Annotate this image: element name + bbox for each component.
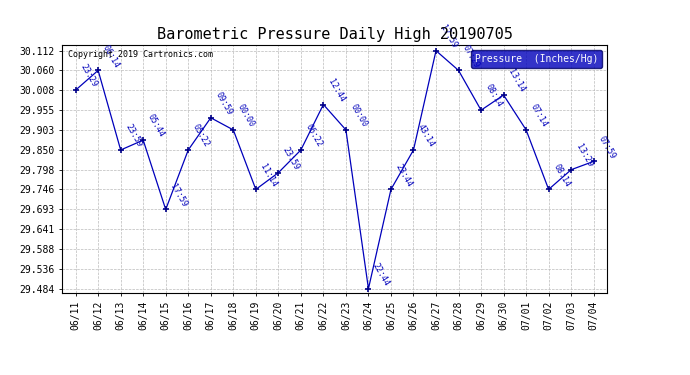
Text: 09:59: 09:59 — [213, 90, 234, 117]
Text: 43:14: 43:14 — [416, 123, 437, 149]
Text: 06:22: 06:22 — [304, 123, 324, 149]
Text: 13:14: 13:14 — [506, 68, 526, 94]
Text: 22:44: 22:44 — [371, 261, 391, 288]
Text: 17:59: 17:59 — [439, 23, 459, 50]
Text: 11:14: 11:14 — [259, 162, 279, 188]
Legend: Pressure  (Inches/Hg): Pressure (Inches/Hg) — [471, 50, 602, 68]
Text: 17:59: 17:59 — [168, 182, 188, 209]
Text: 07:29: 07:29 — [461, 43, 482, 69]
Text: 08:14: 08:14 — [551, 162, 571, 188]
Text: 05:22: 05:22 — [191, 123, 211, 149]
Text: 12:44: 12:44 — [326, 77, 346, 104]
Text: 08:14: 08:14 — [484, 83, 504, 109]
Text: 00:00: 00:00 — [348, 103, 369, 129]
Text: 23:59: 23:59 — [124, 123, 144, 149]
Text: 06:14: 06:14 — [101, 43, 121, 69]
Text: 07:59: 07:59 — [596, 134, 617, 160]
Text: 13:29: 13:29 — [574, 142, 594, 168]
Text: 00:00: 00:00 — [236, 103, 256, 129]
Text: 23:29: 23:29 — [79, 63, 99, 89]
Title: Barometric Pressure Daily High 20190705: Barometric Pressure Daily High 20190705 — [157, 27, 513, 42]
Text: 05:44: 05:44 — [146, 113, 166, 139]
Text: 23:59: 23:59 — [281, 146, 302, 172]
Text: 23:44: 23:44 — [394, 162, 414, 188]
Text: 07:14: 07:14 — [529, 103, 549, 129]
Text: Copyright 2019 Cartronics.com: Copyright 2019 Cartronics.com — [68, 50, 213, 59]
